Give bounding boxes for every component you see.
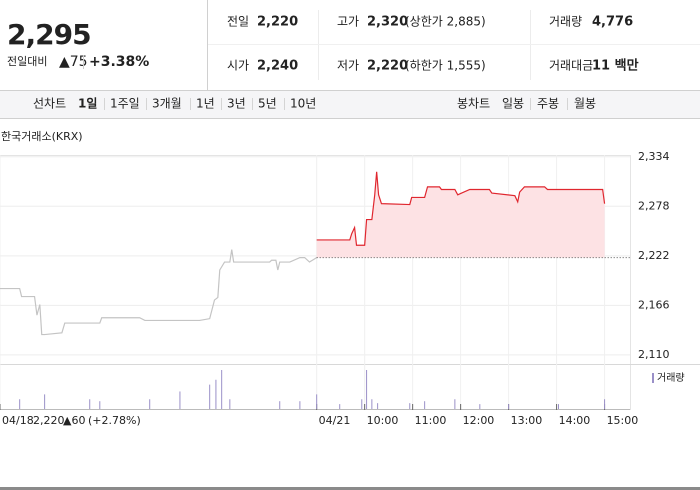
x-tick-label: 04/18 xyxy=(2,414,34,427)
tab[interactable]: 1년 xyxy=(196,97,215,111)
x-tick-label: 11:00 xyxy=(415,414,447,427)
x-tick-label: 10:00 xyxy=(367,414,399,427)
price-area xyxy=(316,171,605,258)
legend-swatch xyxy=(652,373,654,383)
tab[interactable]: 1일 xyxy=(78,97,97,111)
tab-group-label: 선차트 xyxy=(33,97,66,111)
stat-label: 거래량 xyxy=(549,15,582,29)
y-tick-label: 2,334 xyxy=(638,150,670,163)
prev-day-rate: (+2.78%) xyxy=(88,414,141,427)
stat-value: 2,240 xyxy=(257,59,298,74)
change-label: 전일대비 xyxy=(7,54,47,68)
tab[interactable]: 5년 xyxy=(258,97,277,111)
tab[interactable]: 3년 xyxy=(227,97,246,111)
stat-label: 거래대금 xyxy=(549,59,593,73)
tab[interactable]: 일봉 xyxy=(502,97,524,111)
x-tick-label: 13:00 xyxy=(511,414,543,427)
stat-value: 11 백만 xyxy=(592,58,639,74)
tab-bar xyxy=(0,91,700,118)
tab[interactable]: 3개월 xyxy=(152,97,182,111)
stat-value: 4,776 xyxy=(592,15,633,30)
price: 2,295 xyxy=(7,18,91,51)
stat-value: 2,220 xyxy=(257,15,298,30)
stat-note: (상한가 2,885) xyxy=(405,15,486,29)
y-tick-label: 2,222 xyxy=(638,249,670,262)
tab[interactable]: 10년 xyxy=(290,97,316,111)
x-tick-label: 14:00 xyxy=(559,414,591,427)
price-line xyxy=(316,171,606,246)
x-tick-label: 04/21 xyxy=(319,414,351,427)
stat-label: 시가 xyxy=(227,59,249,73)
bottom-border xyxy=(0,487,700,490)
price-line xyxy=(0,249,317,336)
legend-label: 거래량 xyxy=(657,372,685,384)
prev-day-price: 2,220 xyxy=(33,414,65,427)
y-tick-label: 2,278 xyxy=(638,199,670,212)
stat-label: 고가 xyxy=(337,15,359,29)
stat-value: 2,220 xyxy=(367,59,408,74)
stat-label: 전일 xyxy=(227,15,249,29)
tab[interactable]: 월봉 xyxy=(574,97,596,111)
y-tick-label: 2,166 xyxy=(638,298,670,311)
change-rate: +3.38% xyxy=(89,54,149,70)
tab-group-label: 봉차트 xyxy=(457,97,490,111)
chart-source: 한국거래소(KRX) xyxy=(1,130,83,143)
tab[interactable]: 1주일 xyxy=(110,97,140,111)
change: ▲75 xyxy=(59,54,88,70)
stat-note: (하한가 1,555) xyxy=(405,59,486,73)
stat-value: 2,320 xyxy=(367,15,408,30)
stat-label: 저가 xyxy=(337,59,359,73)
y-tick-label: 2,110 xyxy=(638,348,670,361)
prev-day-change: ▲60 xyxy=(63,414,85,427)
x-tick-label: 15:00 xyxy=(607,414,639,427)
tab[interactable]: 주봉 xyxy=(537,97,559,111)
x-tick-label: 12:00 xyxy=(463,414,495,427)
